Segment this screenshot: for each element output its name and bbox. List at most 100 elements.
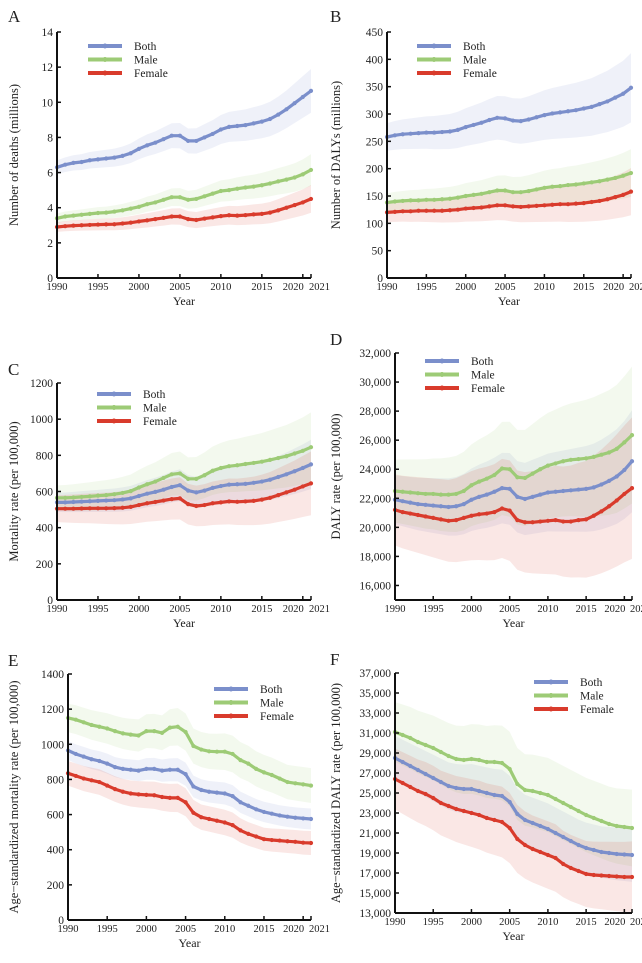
data-point-male xyxy=(423,742,428,748)
data-point-both xyxy=(597,102,602,107)
data-point-both xyxy=(447,129,453,134)
data-point-female xyxy=(507,508,512,513)
data-point-female xyxy=(431,795,436,801)
data-point-both xyxy=(235,482,240,487)
x-tick-label: 2010 xyxy=(214,924,235,935)
data-point-both xyxy=(576,842,581,848)
data-point-both xyxy=(629,459,635,464)
data-point-female xyxy=(438,517,443,522)
data-point-male xyxy=(471,192,476,198)
data-point-female xyxy=(210,215,215,220)
data-point-both xyxy=(71,499,76,505)
data-point-both xyxy=(461,502,466,507)
panel-e: E 0 200 400 600 800 1000 1200 1400 1990 1995 2000 20… xyxy=(7,651,330,950)
data-point-both xyxy=(522,817,528,823)
x-tick-label: 2020 xyxy=(603,282,624,293)
data-point-male xyxy=(194,196,199,202)
data-point-female xyxy=(606,504,612,509)
x-tick-label: 2000 xyxy=(128,282,149,293)
y-tick-label: 10 xyxy=(42,97,54,109)
data-point-both xyxy=(584,845,589,851)
data-point-both xyxy=(267,116,273,122)
data-point-female xyxy=(423,791,428,797)
data-point-both xyxy=(628,85,634,90)
data-point-female xyxy=(105,783,110,788)
panel-f: F 13,000 15,000 17,000 19,000 21,000 23,000 25,… xyxy=(329,650,642,943)
data-point-female xyxy=(284,205,289,210)
data-point-both xyxy=(568,488,573,493)
data-point-female xyxy=(177,214,183,219)
data-point-male xyxy=(510,190,516,195)
data-point-both xyxy=(553,830,558,836)
panel-label: F xyxy=(330,650,339,669)
data-point-female xyxy=(95,222,101,227)
data-point-both xyxy=(144,766,149,771)
x-tick-label: 2021 xyxy=(309,282,330,293)
panel-b: B 0 50 100 150 200 250 300 350 400 450 1990 1995 2000… xyxy=(329,7,642,308)
data-point-both xyxy=(423,502,428,507)
data-point-female xyxy=(432,208,437,213)
data-point-both xyxy=(292,101,297,106)
data-point-male xyxy=(81,720,86,725)
data-point-both xyxy=(606,478,612,483)
data-point-male xyxy=(487,190,492,195)
y-tick-label: 28,000 xyxy=(359,406,391,418)
legend-marker-both xyxy=(431,43,437,49)
x-axis-label: Year xyxy=(178,936,200,950)
x-tick-label: 1995 xyxy=(87,604,108,615)
data-point-male xyxy=(73,717,78,722)
data-point-male xyxy=(415,491,421,496)
data-point-male xyxy=(545,792,551,798)
data-point-both xyxy=(415,767,421,773)
legend-marker-both xyxy=(111,391,117,397)
data-point-both xyxy=(530,820,535,826)
data-point-male xyxy=(495,188,500,193)
data-point-both xyxy=(292,469,297,474)
data-point-male xyxy=(628,170,634,176)
data-point-male xyxy=(597,179,602,184)
data-point-female xyxy=(454,517,459,523)
data-point-both xyxy=(120,497,125,502)
data-point-both xyxy=(606,850,612,856)
data-point-male xyxy=(629,825,635,831)
x-tick-label: 1995 xyxy=(416,282,437,293)
y-axis-label: Mortality rate (per 100,000) xyxy=(7,421,21,561)
panel-label: D xyxy=(330,330,342,349)
data-point-both xyxy=(177,483,183,488)
data-point-both xyxy=(589,104,594,109)
data-point-female xyxy=(622,874,627,880)
data-point-both xyxy=(400,132,405,137)
data-point-female xyxy=(568,519,573,524)
data-point-male xyxy=(97,724,102,729)
data-point-male xyxy=(222,749,227,754)
y-tick-label: 26,000 xyxy=(359,435,391,447)
data-point-both xyxy=(226,124,232,129)
data-point-male xyxy=(167,725,173,730)
data-point-female xyxy=(128,220,133,225)
data-point-female xyxy=(614,874,619,879)
data-point-both xyxy=(476,788,482,794)
data-point-both xyxy=(545,826,551,832)
data-point-female xyxy=(408,209,413,214)
legend-marker-male xyxy=(548,693,554,698)
data-point-male xyxy=(104,210,109,215)
data-point-female xyxy=(538,519,543,524)
data-point-female xyxy=(492,817,497,823)
data-point-both xyxy=(446,783,451,789)
data-point-male xyxy=(145,482,150,487)
data-point-both xyxy=(128,496,133,501)
data-point-both xyxy=(210,485,215,490)
data-point-both xyxy=(439,129,445,135)
data-point-both xyxy=(185,138,191,144)
data-point-female xyxy=(128,791,133,796)
data-point-male xyxy=(408,735,413,741)
x-tick-label: 2005 xyxy=(499,604,520,615)
data-point-male xyxy=(191,743,196,749)
uncertainty-band-female xyxy=(395,748,632,913)
uncertainty-band-male xyxy=(68,703,311,804)
y-tick-label: 300 xyxy=(366,109,384,121)
data-point-female xyxy=(161,215,166,221)
data-point-male xyxy=(606,450,612,455)
data-point-male xyxy=(259,459,264,464)
data-point-male xyxy=(177,195,183,200)
